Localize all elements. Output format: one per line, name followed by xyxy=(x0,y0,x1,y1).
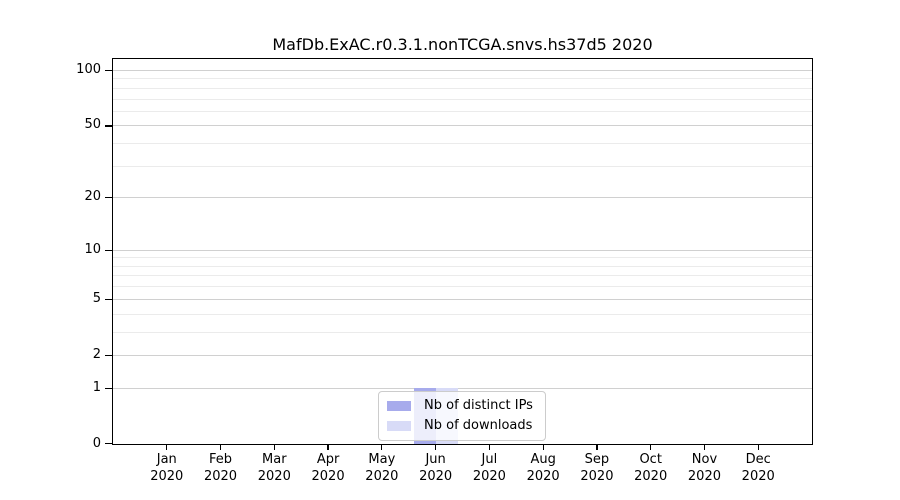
major-gridline xyxy=(113,249,812,251)
x-tick-mark xyxy=(327,445,329,450)
y-tick-mark xyxy=(105,354,112,357)
minor-gridline xyxy=(113,313,812,315)
x-tick-label: Nov 2020 xyxy=(687,452,721,484)
x-tick-label: Sep 2020 xyxy=(580,452,614,484)
legend-label-distinct-ips: Nb of distinct IPs xyxy=(424,398,533,413)
x-tick-label: Apr 2020 xyxy=(311,452,345,484)
major-gridline xyxy=(113,354,812,356)
y-tick-label: 10 xyxy=(84,241,101,257)
x-tick-mark xyxy=(542,445,544,450)
x-tick-label: Oct 2020 xyxy=(634,452,668,484)
y-tick-label: 50 xyxy=(84,117,101,133)
x-tick-mark xyxy=(435,445,437,450)
major-gridline xyxy=(113,70,812,71)
y-tick-mark xyxy=(105,197,112,199)
x-tick-label: Aug 2020 xyxy=(526,452,560,484)
major-gridline xyxy=(113,298,812,300)
minor-gridline xyxy=(113,78,812,80)
minor-gridline xyxy=(113,331,812,333)
major-gridline xyxy=(113,125,812,127)
major-gridline xyxy=(113,387,812,389)
y-tick-mark xyxy=(105,70,112,72)
y-tick-mark xyxy=(105,298,112,300)
x-tick-mark xyxy=(650,445,652,450)
x-tick-mark xyxy=(757,445,759,450)
y-tick-label: 2 xyxy=(92,346,101,362)
x-tick-label: May 2020 xyxy=(365,452,399,484)
minor-gridline xyxy=(113,286,812,288)
y-tick-label: 20 xyxy=(84,189,101,205)
minor-gridline xyxy=(113,265,812,267)
x-tick-label: Dec 2020 xyxy=(741,452,775,484)
legend-item-downloads: Nb of downloads xyxy=(387,419,533,433)
minor-gridline xyxy=(113,275,812,277)
x-tick-mark xyxy=(219,445,222,450)
x-tick-label: Jan 2020 xyxy=(150,452,184,484)
gridlines-layer xyxy=(113,59,812,444)
legend-item-distinct-ips: Nb of distinct IPs xyxy=(387,399,533,413)
minor-gridline xyxy=(113,165,812,167)
plot-area: 0 1 2 5 10 20 50 100 Jan 2020 Feb 2020 Mar 2020 Apr 202… xyxy=(76,58,813,484)
y-tick-label: 100 xyxy=(76,62,101,77)
x-tick-mark xyxy=(381,445,383,450)
minor-gridline xyxy=(113,257,812,259)
y-tick-mark xyxy=(105,387,112,390)
y-tick-label: 0 xyxy=(92,436,101,451)
y-tick-mark xyxy=(105,249,112,251)
y-tick-mark xyxy=(105,125,112,127)
minor-gridline xyxy=(113,143,812,145)
axes-ticks-layer: 0 1 2 5 10 20 50 100 Jan 2020 Feb 2020 Mar 2020 Apr 202… xyxy=(76,59,812,484)
major-gridline xyxy=(113,197,812,199)
legend-label-downloads: Nb of downloads xyxy=(424,418,533,433)
x-tick-mark xyxy=(273,445,275,450)
x-tick-mark xyxy=(596,445,598,450)
y-tick-mark xyxy=(105,443,112,445)
x-tick-label: Mar 2020 xyxy=(257,452,291,484)
x-tick-mark xyxy=(703,445,706,450)
minor-gridline xyxy=(113,110,812,112)
x-tick-label: Jul 2020 xyxy=(472,452,506,484)
legend-swatch-downloads xyxy=(387,421,411,431)
y-tick-label: 1 xyxy=(92,379,101,395)
chart-title: MafDb.ExAC.r0.3.1.nonTCGA.snvs.hs37d5 20… xyxy=(272,35,653,54)
x-tick-label: Feb 2020 xyxy=(203,452,238,484)
minor-gridline xyxy=(113,98,812,100)
x-tick-label: Jun 2020 xyxy=(419,452,453,484)
x-tick-mark xyxy=(488,445,490,450)
y-tick-label: 5 xyxy=(92,290,101,306)
minor-gridline xyxy=(113,87,812,89)
legend-swatch-distinct-ips xyxy=(387,401,411,411)
legend: Nb of distinct IPs Nb of downloads xyxy=(378,391,546,441)
x-tick-mark xyxy=(166,445,168,450)
